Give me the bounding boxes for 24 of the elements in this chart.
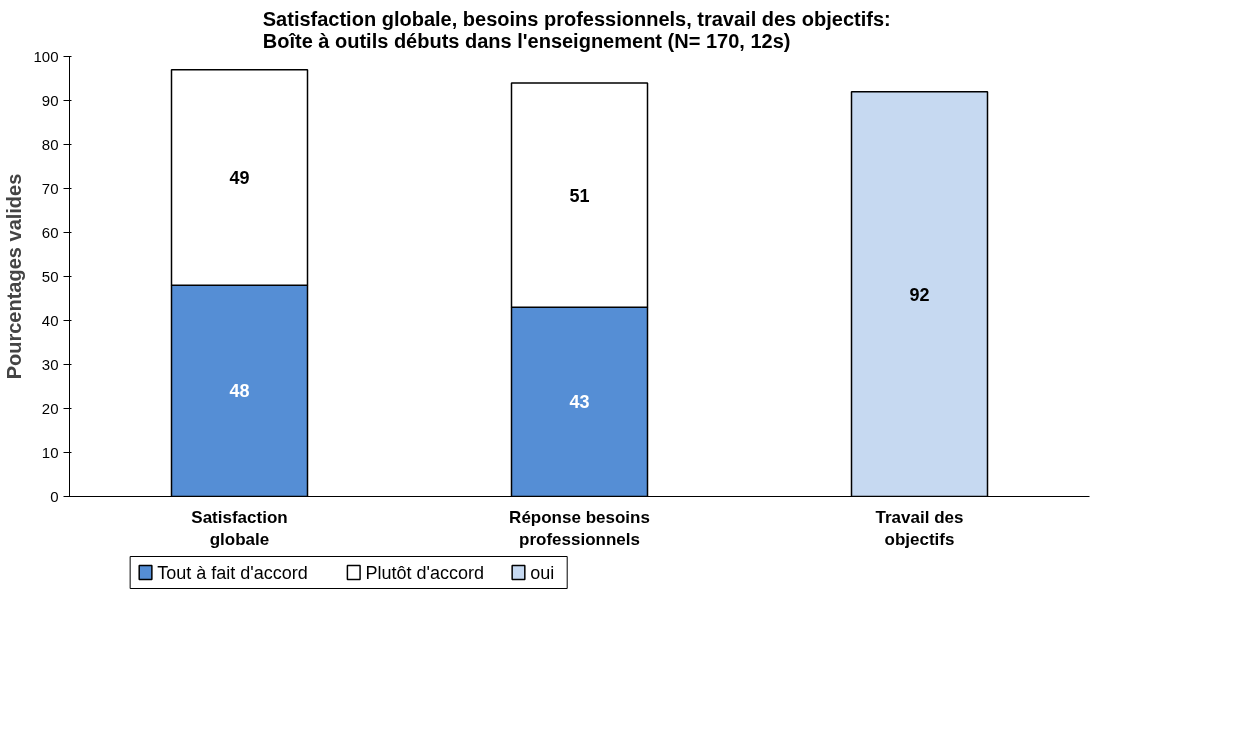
y-tick-label: 60 — [41, 223, 59, 241]
legend-label: Tout à fait d'accord — [157, 562, 308, 583]
chart-title: Satisfaction globale, besoins professionnels, travail des objectifs: Boîte à outils débuts dans l'enseignement (N= 170, 12s) — [262, 7, 891, 52]
data-label: 48 — [229, 381, 250, 402]
data-label: 92 — [909, 284, 930, 305]
y-tick-label: 100 — [33, 47, 59, 65]
legend-label: oui — [530, 562, 555, 583]
y-axis-title: Pourcentages valides — [3, 173, 26, 380]
y-tick-label: 90 — [41, 91, 59, 109]
data-label: 51 — [569, 185, 590, 206]
y-tick-label: 80 — [41, 135, 59, 153]
y-tick-label: 20 — [41, 399, 59, 417]
legend-label: Plutôt d'accord — [365, 562, 485, 583]
y-tick-label: 40 — [41, 311, 59, 329]
data-label: 49 — [229, 168, 250, 188]
data-label: 43 — [569, 392, 590, 413]
y-tick-label: 70 — [41, 179, 59, 197]
y-tick-label: 30 — [41, 355, 59, 373]
x-tick-label: Réponse besoins professionnels — [509, 507, 650, 550]
y-tick-label: 10 — [41, 443, 59, 461]
x-tick-label: Satisfaction globale — [191, 507, 288, 550]
x-tick-label: Travail des objectifs — [875, 507, 964, 550]
y-tick-label: 50 — [41, 267, 59, 285]
y-tick-label: 0 — [50, 487, 59, 505]
